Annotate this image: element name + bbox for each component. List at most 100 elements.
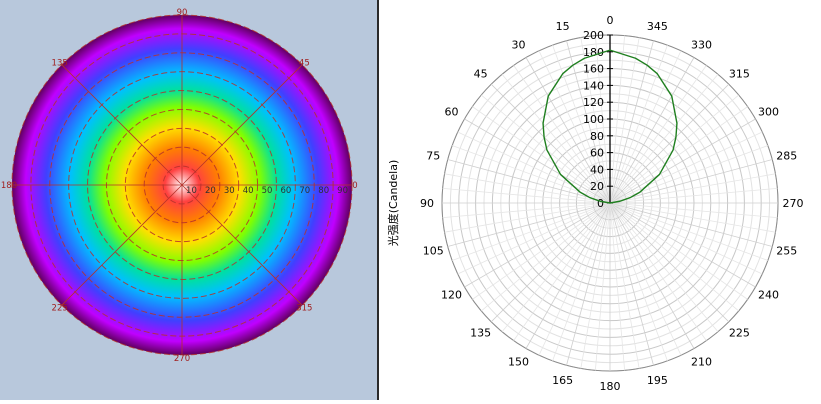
heatmap-panel: 90 45 0 315 270 225 180 135 10 20 30 40 50 60 70 80 90 <box>0 0 377 400</box>
polar-spoke <box>609 37 640 204</box>
polar-spoke <box>609 187 778 204</box>
polar-angle-label: 210 <box>691 355 712 368</box>
polar-angle-label: 270 <box>783 197 804 210</box>
intensity-heatmap-chart: 90 45 0 315 270 225 180 135 10 20 30 40 50 60 70 80 90 <box>1 8 358 364</box>
polar-series-line <box>542 49 678 204</box>
polar-spoke <box>444 173 611 204</box>
polar-spoke <box>481 202 611 312</box>
polar-spoke <box>609 94 739 204</box>
polar-angle-label: 225 <box>729 326 750 339</box>
polar-axis-title: 光强度(Candela) <box>386 160 400 247</box>
polar-spoke <box>442 202 611 219</box>
polar-intensity-chart: 0204060801001201401601802000153045607590… <box>386 14 804 393</box>
polar-spoke <box>457 202 611 275</box>
heatmap-radial-label: 80 <box>318 186 329 196</box>
polar-r-tick-label: 180 <box>583 46 604 59</box>
polar-spoke <box>594 202 611 371</box>
heatmap-radial-label: 50 <box>262 186 273 196</box>
polar-angle-label: 0 <box>607 14 614 27</box>
polar-r-tick-label: 140 <box>583 79 604 92</box>
polar-spoke <box>609 202 695 349</box>
polar-spoke <box>580 202 611 369</box>
polar-angle-label: 255 <box>776 244 797 257</box>
polar-angle-label: 330 <box>691 39 712 52</box>
polar-spoke <box>609 202 778 219</box>
polar-spoke <box>552 44 611 204</box>
polar-angle-label: 90 <box>420 197 434 210</box>
polar-spoke <box>609 202 682 356</box>
polar-spoke <box>609 202 668 362</box>
heatmap-spoke <box>61 184 183 306</box>
polar-spoke <box>609 35 626 204</box>
polar-spoke <box>609 202 773 247</box>
polar-spoke <box>609 57 695 204</box>
polar-r-tick-label: 0 <box>597 197 604 210</box>
panel-divider <box>377 0 379 400</box>
polar-spoke <box>609 74 719 204</box>
heatmap-radial-label: 70 <box>299 186 310 196</box>
polar-spoke <box>501 202 611 332</box>
heatmap-spoke <box>181 184 303 306</box>
polar-angle-label: 150 <box>508 355 529 368</box>
polar-r-tick-label: 100 <box>583 113 604 126</box>
heatmap-angle-label: 90 <box>177 8 188 18</box>
polar-spoke <box>609 40 654 204</box>
polar-spoke <box>525 202 611 349</box>
polar-spoke <box>609 106 748 204</box>
heatmap-angle-label: 225 <box>52 303 68 313</box>
polar-angle-label: 60 <box>445 106 459 119</box>
polar-angle-label: 15 <box>556 20 570 33</box>
polar-r-tick-label: 200 <box>583 29 604 42</box>
polar-angle-label: 120 <box>441 289 462 302</box>
polar-spoke <box>525 57 611 204</box>
polar-angle-label: 180 <box>600 380 621 393</box>
polar-spoke <box>472 106 611 204</box>
polar-angle-label: 300 <box>758 106 779 119</box>
polar-angle-label: 315 <box>729 68 750 81</box>
heatmap-angle-label: 180 <box>1 181 17 191</box>
polar-spoke <box>609 202 748 300</box>
heatmap-radial-label: 30 <box>224 186 235 196</box>
polar-spoke <box>609 202 769 261</box>
polar-spoke <box>501 74 611 204</box>
heatmap-spoke <box>181 64 303 186</box>
polar-angle-label: 285 <box>776 150 797 163</box>
heatmap-radial-label: 10 <box>186 186 197 196</box>
polar-spoke <box>609 44 668 204</box>
heatmap-radial-label: 90 <box>337 186 348 196</box>
polar-spoke <box>609 202 654 366</box>
polar-spoke <box>609 118 756 204</box>
heatmap-radial-label: 60 <box>281 186 292 196</box>
polar-spoke <box>609 202 763 275</box>
heatmap-angle-label: 270 <box>174 354 190 364</box>
polar-spoke <box>609 65 707 204</box>
polar-spoke <box>566 40 611 204</box>
polar-spoke <box>609 202 756 288</box>
polar-spoke <box>609 173 776 204</box>
polar-spoke <box>594 35 611 204</box>
polar-spoke <box>609 50 682 204</box>
polar-spoke <box>513 202 611 341</box>
heatmap-radial-label: 20 <box>205 186 216 196</box>
heatmap-angle-label: 315 <box>296 303 312 313</box>
polar-spoke <box>464 202 611 288</box>
polar-r-tick-label: 40 <box>590 163 604 176</box>
polar-spoke <box>538 202 611 356</box>
polar-r-tick-label: 80 <box>590 130 604 143</box>
polar-spoke <box>566 202 611 366</box>
polar-angle-label: 165 <box>552 374 573 387</box>
heatmap-angle-label: 45 <box>299 59 310 69</box>
polar-spoke <box>444 202 611 233</box>
polar-r-tick-label: 60 <box>590 147 604 160</box>
polar-spoke <box>552 202 611 362</box>
polar-angle-label: 75 <box>426 150 440 163</box>
polar-angle-label: 195 <box>647 374 668 387</box>
polar-angle-label: 45 <box>474 68 488 81</box>
polar-spoke <box>457 131 611 204</box>
polar-spoke <box>481 94 611 204</box>
polar-spoke <box>538 50 611 204</box>
polar-spoke <box>609 202 626 371</box>
polar-r-tick-label: 120 <box>583 96 604 109</box>
polar-spoke <box>442 187 611 204</box>
polar-r-tick-label: 20 <box>590 180 604 193</box>
